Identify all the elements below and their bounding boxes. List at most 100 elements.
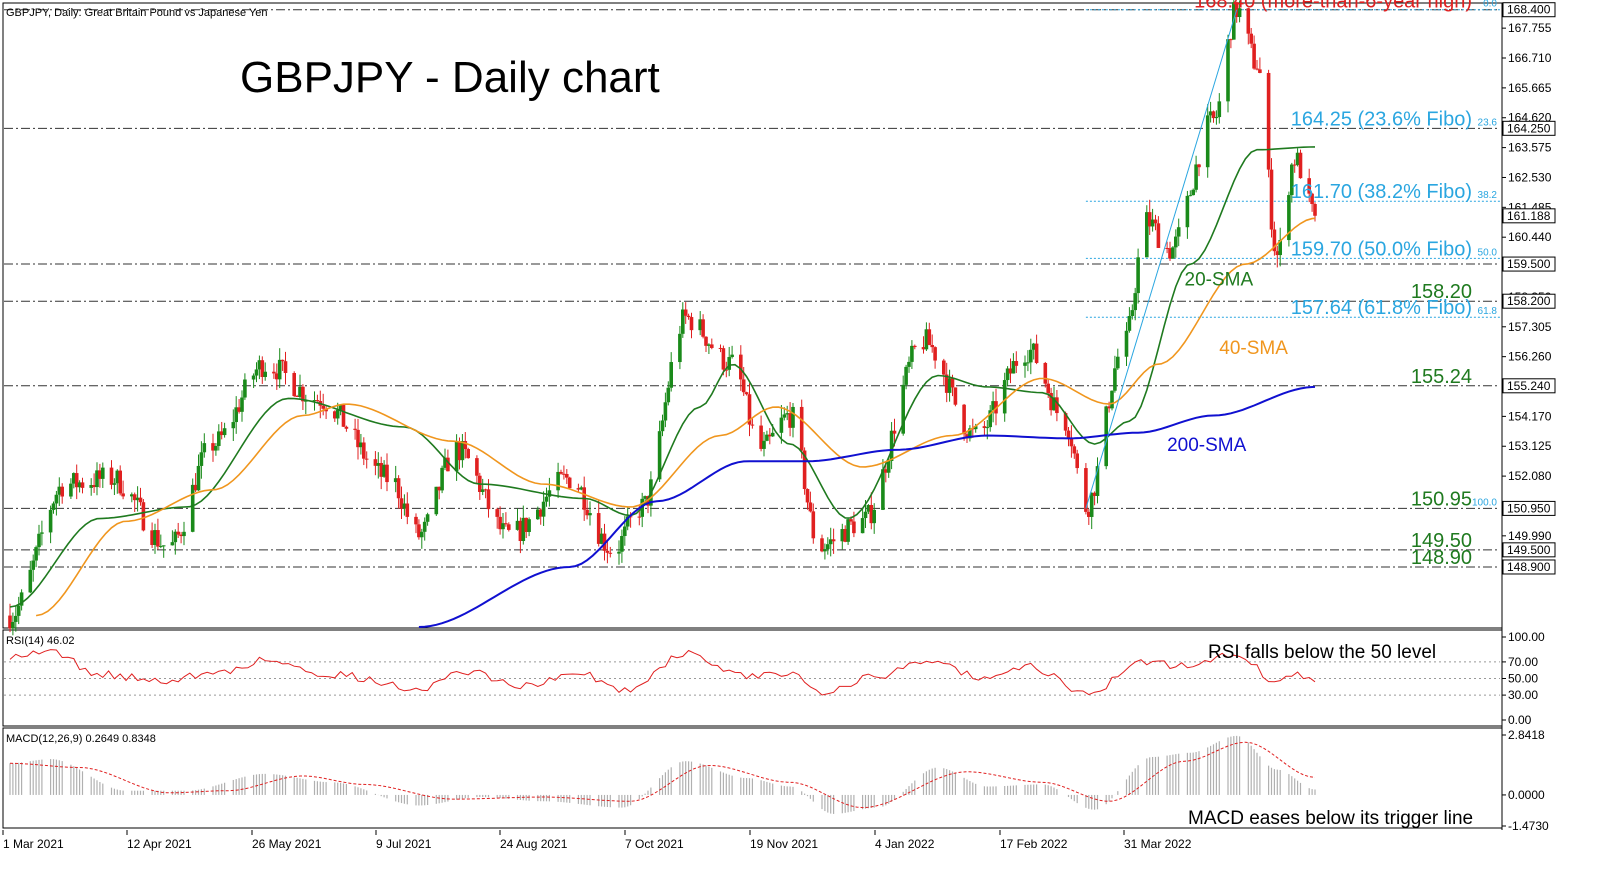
price-tick-label: 153.125: [1508, 439, 1552, 453]
bear-candle: [118, 470, 122, 494]
bull-candle: [860, 518, 865, 534]
bear-candle: [150, 530, 154, 545]
date-tick-label: 19 Nov 2021: [750, 837, 818, 851]
bull-candle: [1002, 380, 1007, 414]
bull-candle: [666, 387, 671, 403]
bull-candle: [846, 519, 850, 542]
rsi-tick-label: 0.00: [1508, 713, 1532, 727]
bear-candle: [495, 509, 499, 517]
bear-candle: [799, 406, 804, 451]
bear-candle: [1069, 437, 1074, 447]
bear-candle: [60, 486, 64, 497]
bear-candle: [747, 394, 752, 425]
bear-candle: [8, 615, 12, 629]
price-tick-label: 157.305: [1508, 320, 1552, 334]
bear-candle: [1234, 2, 1239, 18]
bear-candle: [1156, 223, 1161, 248]
bear-candle: [802, 450, 807, 490]
bull-candle: [872, 509, 876, 524]
bear-candle: [1084, 468, 1088, 512]
level-label: 159.70 (50.0% Fibo): [1291, 238, 1472, 260]
bear-candle: [1055, 397, 1059, 414]
bull-candle: [1217, 101, 1222, 118]
fibo-ratio-tag: 50.0: [1478, 247, 1498, 258]
bull-candle: [130, 494, 134, 497]
bull-candle: [37, 533, 41, 548]
bear-candle: [1165, 247, 1169, 249]
bull-candle: [765, 434, 769, 441]
bear-candle: [1313, 203, 1317, 216]
40-sma-line: [35, 217, 1316, 617]
bull-candle: [863, 511, 868, 519]
bear-candle: [1266, 72, 1271, 170]
bear-candle: [1269, 169, 1274, 230]
bear-candle: [686, 315, 691, 318]
instrument-caption: GBPJPY, Daily: Great Britain Pound vs Ja…: [6, 7, 268, 19]
bear-candle: [605, 550, 610, 553]
bull-candle: [1052, 397, 1056, 411]
date-tick-label: 26 May 2021: [252, 837, 322, 851]
bull-candle: [1130, 310, 1135, 317]
bear-candle: [141, 502, 146, 531]
bear-candle: [942, 360, 946, 375]
bull-candle: [434, 486, 439, 515]
price-tick-label: 163.575: [1508, 141, 1552, 155]
bear-candle: [953, 387, 958, 405]
bear-candle: [1272, 229, 1277, 252]
bear-candle: [562, 473, 566, 475]
bull-candle: [770, 432, 775, 437]
price-badge-text: 148.900: [1507, 560, 1551, 574]
bull-candle: [1191, 189, 1195, 196]
bull-candle: [69, 483, 73, 497]
bull-candle: [707, 344, 711, 346]
date-tick-label: 17 Feb 2022: [1000, 837, 1068, 851]
bull-candle: [988, 410, 992, 428]
bull-candle: [678, 333, 682, 363]
bull-candle: [240, 397, 244, 412]
bear-candle: [1310, 193, 1314, 204]
bear-candle: [98, 470, 102, 479]
bear-candle: [373, 459, 378, 466]
bear-candle: [353, 428, 357, 430]
bear-candle: [237, 407, 241, 412]
bull-candle: [660, 420, 665, 432]
bull-candle: [547, 490, 552, 497]
bull-candle: [101, 467, 105, 479]
bull-candle: [823, 549, 827, 552]
bull-candle: [1029, 349, 1033, 363]
rsi-tick-label: 30.00: [1508, 688, 1538, 702]
bull-candle: [625, 516, 630, 527]
level-label: 168.40 (more-than-6-year high): [1194, 0, 1472, 13]
bear-candle: [283, 361, 288, 374]
bull-candle: [889, 430, 894, 461]
panel-frames: [2, 2, 1503, 830]
bear-candle: [1107, 406, 1111, 409]
macd-title: MACD(12,26,9) 0.2649 0.8348: [6, 733, 156, 745]
bear-candle: [211, 443, 215, 451]
bear-candle: [1197, 164, 1201, 168]
price-tick-label: 152.080: [1508, 469, 1552, 483]
bull-candle: [254, 369, 259, 376]
bear-candle: [524, 517, 528, 532]
bear-candle: [683, 309, 688, 316]
bull-candle: [901, 384, 905, 434]
bear-candle: [1063, 413, 1068, 431]
bull-candle: [222, 428, 227, 436]
bull-candle: [663, 402, 668, 421]
level-label: 164.25 (23.6% Fibo): [1291, 108, 1472, 130]
bear-candle: [138, 497, 143, 503]
bear-candle: [921, 347, 926, 350]
bear-candle: [74, 473, 79, 488]
price-tick-label: 156.260: [1508, 350, 1552, 364]
bull-candle: [40, 532, 44, 534]
200-sma-line: [418, 385, 1316, 628]
bull-candle: [1127, 316, 1132, 331]
bull-candle: [1214, 117, 1219, 119]
bull-candle: [1174, 236, 1178, 248]
rsi-tick-label: 100.00: [1508, 630, 1545, 644]
bull-candle: [1287, 195, 1291, 241]
bear-candle: [109, 467, 114, 485]
bull-candle: [376, 463, 381, 466]
bull-candle: [991, 401, 995, 411]
bear-candle: [463, 441, 468, 450]
